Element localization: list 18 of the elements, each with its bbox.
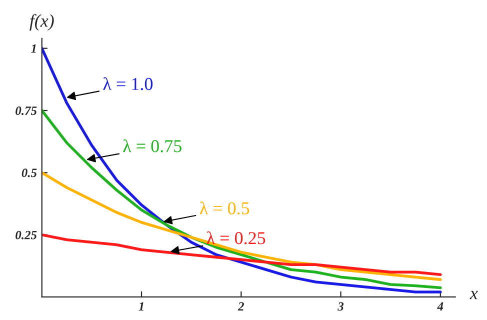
annotation: λ = 0.25 <box>206 231 266 244</box>
y-tick-label: 0.25 <box>16 230 37 240</box>
x-tick-label: 1 <box>138 302 144 310</box>
annotation: λ = 1.0 <box>103 77 153 90</box>
x-tick-label: 2 <box>238 302 244 310</box>
line-series <box>42 46 442 294</box>
annotation: λ = 0.75 <box>123 139 182 152</box>
line-series <box>42 233 442 276</box>
annotation: λ = 0.5 <box>200 202 250 214</box>
x-axis-title: x <box>470 290 478 300</box>
x-tick-label: 4 <box>437 302 444 310</box>
y-tick-label: 0.75 <box>16 106 37 116</box>
line-series <box>42 171 442 281</box>
y-tick-label: 1 <box>31 44 36 53</box>
line-series <box>42 109 442 290</box>
y-tick-label: 0.5 <box>22 168 37 178</box>
y-axis-title: f(x) <box>30 14 54 31</box>
x-tick-label: 3 <box>338 302 344 311</box>
